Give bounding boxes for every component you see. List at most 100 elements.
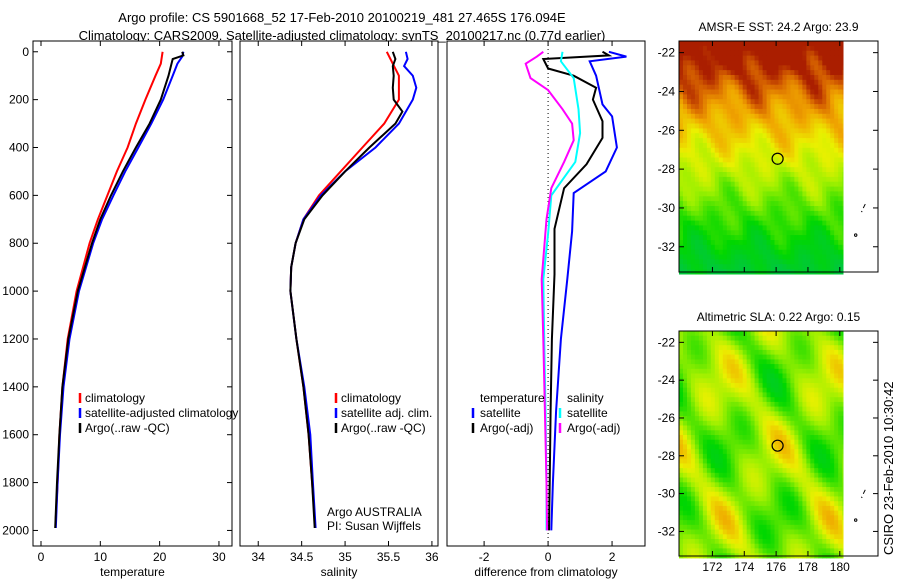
- map-cell: [822, 55, 827, 61]
- map-cell: [794, 501, 799, 507]
- map-cell: [730, 249, 736, 256]
- map-cell: [679, 142, 684, 149]
- map-cell: [838, 435, 843, 441]
- map-cell: [774, 444, 779, 450]
- map-cell: [766, 157, 772, 163]
- map-cell: [806, 387, 811, 393]
- map-cell: [742, 411, 748, 417]
- map-cell: [690, 128, 696, 134]
- map-cell: [687, 201, 692, 207]
- map-cell: [710, 264, 716, 270]
- map-cell: [830, 510, 835, 516]
- map-cell: [806, 172, 811, 178]
- map-cell: [790, 524, 795, 530]
- map-cell: [706, 383, 712, 389]
- map-cell: [826, 510, 831, 516]
- map-cell: [830, 99, 835, 105]
- map-cell: [790, 472, 795, 478]
- map-cell: [683, 123, 688, 129]
- map-cell: [782, 259, 787, 265]
- map-cell: [838, 510, 843, 516]
- map-cell: [806, 70, 811, 76]
- map-cell: [826, 392, 831, 398]
- map-cell: [822, 215, 827, 222]
- map-cell: [726, 420, 732, 426]
- map-cell: [746, 152, 752, 158]
- map-cell: [738, 373, 744, 379]
- map-cell: [834, 453, 839, 460]
- map-cell: [746, 167, 752, 173]
- map-cell: [830, 539, 835, 545]
- map-cell: [802, 167, 807, 173]
- map-cell: [794, 133, 799, 139]
- map-cell: [826, 89, 831, 95]
- map-cell: [842, 548, 844, 554]
- map-cell: [718, 359, 724, 365]
- map-cell: [798, 240, 803, 246]
- map-cell: [742, 487, 748, 493]
- map-cell: [838, 41, 843, 47]
- map-cell: [798, 496, 803, 502]
- map-cell: [687, 520, 692, 526]
- map-cell: [706, 264, 712, 270]
- map-cell: [690, 534, 696, 540]
- map-cell: [687, 387, 692, 393]
- map-cell: [754, 167, 760, 173]
- map-cell: [726, 50, 732, 57]
- map-cell: [698, 515, 704, 521]
- map-cell: [754, 520, 760, 526]
- map-cell: [683, 534, 688, 540]
- map-cell: [710, 152, 716, 158]
- map-cell: [818, 543, 823, 549]
- map-cell: [826, 505, 831, 512]
- map-cell: [782, 191, 787, 197]
- map-cell: [818, 510, 823, 516]
- map-cell: [746, 364, 752, 370]
- map-cell: [710, 142, 716, 149]
- map-cell: [818, 225, 823, 231]
- map-cell: [802, 463, 807, 469]
- map-cell: [810, 142, 815, 149]
- map-cell: [738, 444, 744, 450]
- map-cell: [687, 181, 692, 188]
- map-cell: [710, 89, 716, 95]
- map-cell: [718, 230, 724, 236]
- map-cell: [830, 196, 835, 202]
- map-cell: [714, 543, 720, 549]
- map-cell: [806, 254, 811, 260]
- map-cell: [718, 210, 724, 217]
- map-cell: [706, 215, 712, 222]
- map-cell: [790, 534, 795, 540]
- map-cell: [734, 411, 740, 417]
- map-cell: [786, 264, 791, 270]
- map-cell: [822, 89, 827, 95]
- map-cell: [798, 235, 803, 241]
- map-cell: [782, 50, 787, 57]
- map-cell: [774, 50, 779, 57]
- map-cell: [782, 215, 787, 222]
- map-cell: [714, 430, 720, 436]
- map-cell: [706, 468, 712, 474]
- map-cell: [742, 543, 748, 549]
- map-cell: [794, 84, 799, 91]
- legend-label: satellite: [567, 406, 608, 420]
- map-cell: [782, 472, 787, 478]
- map-cell: [683, 215, 688, 222]
- map-cell: [794, 359, 799, 365]
- map-cell: [818, 520, 823, 526]
- map-cell: [746, 215, 752, 222]
- map-cell: [842, 181, 844, 188]
- map-cell: [694, 491, 700, 497]
- map-cell: [838, 345, 843, 351]
- map-cell: [702, 354, 708, 360]
- map-cell: [802, 439, 807, 445]
- map-cell: [750, 89, 756, 95]
- map-cell: [794, 113, 799, 120]
- map-cell: [818, 157, 823, 163]
- map-cell: [798, 84, 803, 91]
- map-cell: [746, 524, 752, 530]
- map-cell: [766, 449, 772, 455]
- map-cell: [806, 235, 811, 241]
- map-cell: [766, 50, 772, 57]
- map-cell: [826, 335, 831, 341]
